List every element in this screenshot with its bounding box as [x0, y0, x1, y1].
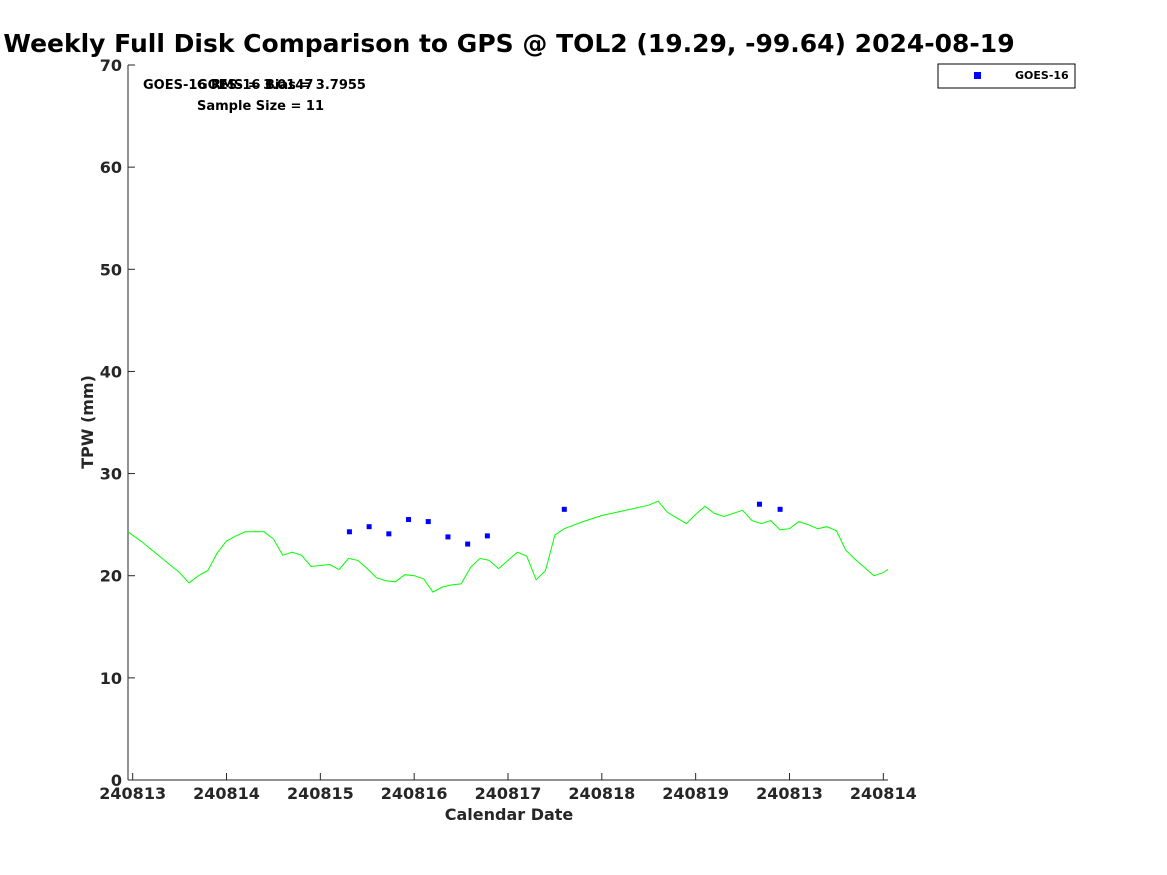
- goes-16-point: [386, 531, 392, 537]
- goes-16-point: [445, 534, 451, 540]
- bias-annotation: GOES-16 Bias = 3.7955: [197, 78, 366, 93]
- y-tick-label: 60: [100, 158, 122, 177]
- y-axis-label: TPW (mm): [78, 375, 97, 469]
- goes-16-point: [756, 501, 762, 507]
- x-axis-label: Calendar Date: [445, 805, 574, 824]
- y-tick-label: 0: [111, 771, 122, 790]
- x-tick-label: 240814: [193, 784, 260, 803]
- gps-line: [127, 500, 889, 593]
- goes-16-point: [561, 506, 567, 512]
- y-ticks: 0 10 20 30 40 50 60 70: [100, 56, 135, 790]
- x-ticks: 240813 240814 240815 240816 240817 240818 2408…: [99, 773, 917, 803]
- goes-16-point: [425, 519, 431, 525]
- goes-16-point: [366, 524, 372, 530]
- rms-annotation: GOES-16 RMS = 3.0147: [143, 78, 313, 93]
- y-tick-label: 50: [100, 260, 122, 279]
- goes-16-point: [777, 506, 783, 512]
- legend-label-goes-16: GOES-16: [1015, 69, 1069, 82]
- goes-16-point: [465, 541, 471, 547]
- x-tick-label: 240813: [756, 784, 823, 803]
- goes-series: [346, 501, 783, 547]
- y-tick-label: 40: [100, 362, 122, 381]
- goes-16-point: [406, 517, 412, 523]
- y-tick-label: 10: [100, 669, 122, 688]
- legend: GOES-16: [937, 63, 1076, 89]
- y-tick-label: 30: [100, 465, 122, 484]
- chart-title: Weekly Full Disk Comparison to GPS @ TOL…: [3, 29, 1014, 58]
- gps-series: [127, 500, 889, 593]
- y-tick-label: 20: [100, 567, 122, 586]
- y-tick-label: 70: [100, 56, 122, 75]
- goes-16-point: [484, 533, 490, 539]
- x-tick-label: 240819: [662, 784, 729, 803]
- x-tick-label: 240814: [850, 784, 917, 803]
- legend-box: [937, 63, 1076, 89]
- legend-marker-goes-16: [974, 72, 981, 79]
- goes-16-point: [346, 529, 352, 535]
- x-tick-label: 240813: [99, 784, 166, 803]
- plot-area: 0 10 20 30 40 50 60 70 240813 240814 240815 240816…: [99, 56, 916, 803]
- x-tick-label: 240818: [568, 784, 635, 803]
- x-tick-label: 240817: [475, 784, 542, 803]
- x-tick-label: 240815: [287, 784, 354, 803]
- x-tick-label: 240816: [381, 784, 448, 803]
- sample-size-annotation: Sample Size = 11: [197, 99, 324, 114]
